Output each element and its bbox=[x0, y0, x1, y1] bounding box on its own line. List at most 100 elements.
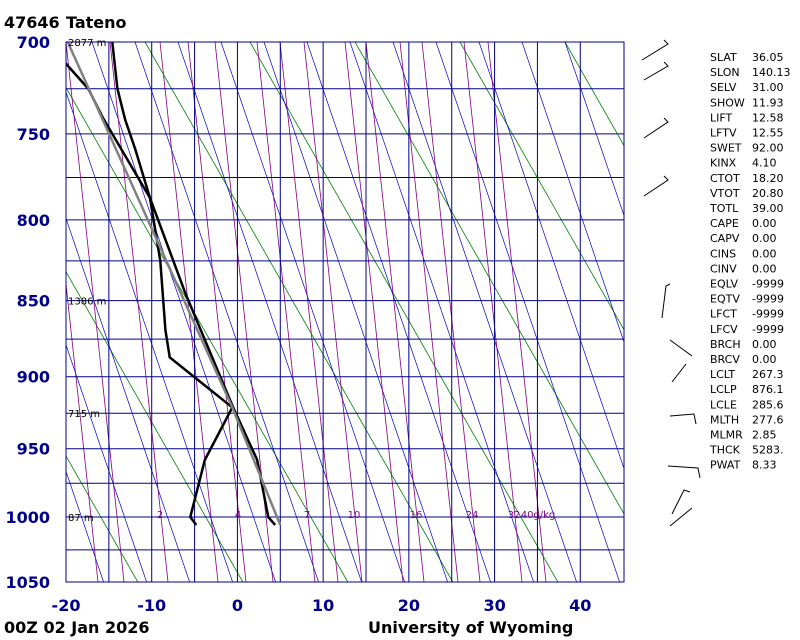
index-name: MLTH bbox=[710, 413, 739, 426]
sounding bbox=[66, 42, 282, 526]
mixing-ratio-label: 24 bbox=[466, 510, 479, 521]
index-value: 8.33 bbox=[752, 459, 777, 472]
labels: -20 -10 0 10 20 30 40 700 750 800 850 900 950 1000 105… bbox=[5, 33, 591, 615]
sounding-line bbox=[66, 42, 282, 526]
index-name: SWET bbox=[710, 142, 742, 155]
grid bbox=[65, 41, 624, 583]
x-tick-label: 30 bbox=[483, 596, 505, 615]
mixing-ratio-line bbox=[303, 42, 363, 582]
dry-adiabat bbox=[249, 42, 559, 582]
mixing-ratio-line bbox=[66, 42, 125, 582]
index-value: 0.00 bbox=[752, 338, 777, 351]
moist-adiabat bbox=[435, 42, 620, 582]
mixing-ratio-label: 2 bbox=[157, 510, 163, 521]
index-name: LIFT bbox=[710, 111, 733, 124]
y-tick-label: 950 bbox=[17, 440, 50, 459]
y-tick-label: 700 bbox=[17, 33, 50, 52]
indices-table: SLAT 36.05 SLON 140.13 SELV 31.00 SHOW 11.93 LIF… bbox=[709, 51, 791, 472]
y-tick-label: 1000 bbox=[5, 508, 50, 527]
mixing-ratio-line bbox=[279, 42, 339, 582]
index-value: 20.80 bbox=[752, 187, 784, 200]
index-value: 285.6 bbox=[752, 398, 784, 411]
mixing-ratio-line bbox=[487, 42, 547, 582]
index-name: SLAT bbox=[710, 51, 737, 64]
plot-frame bbox=[65, 41, 625, 583]
mixing-ratio-line bbox=[365, 42, 425, 582]
index-value: 277.6 bbox=[752, 413, 784, 426]
dry-adiabat bbox=[354, 42, 624, 515]
wind-barbs bbox=[641, 39, 701, 527]
moist-adiabat bbox=[134, 42, 319, 582]
moist-adiabat bbox=[478, 42, 624, 470]
index-name: LFCV bbox=[710, 323, 738, 336]
index-name: CTOT bbox=[710, 172, 740, 185]
mixing-ratio-line bbox=[109, 42, 169, 582]
index-name: BRCH bbox=[710, 338, 741, 351]
mixing-ratio-line bbox=[66, 280, 99, 582]
index-name: MLMR bbox=[710, 429, 743, 442]
index-value: 0.00 bbox=[752, 232, 777, 245]
index-name: SHOW bbox=[710, 96, 745, 109]
index-value: 267.3 bbox=[752, 368, 784, 381]
index-value: 5283. bbox=[752, 444, 784, 457]
dry-adiabat bbox=[66, 455, 139, 582]
y-tick-label: 900 bbox=[17, 368, 50, 387]
moist-adiabat bbox=[349, 42, 534, 582]
moist-adiabat bbox=[521, 42, 624, 344]
footer-time: 00Z 02 Jan 2026 bbox=[4, 618, 150, 637]
station-name: Tateno bbox=[66, 13, 127, 32]
index-value: 36.05 bbox=[752, 51, 784, 64]
height-label: 1386 m bbox=[68, 297, 106, 308]
mixing-ratio-line bbox=[256, 42, 316, 582]
station-id: 47646 bbox=[4, 13, 60, 32]
mixing-ratio-label: 10 bbox=[348, 510, 361, 521]
y-tick-label: 850 bbox=[17, 292, 50, 311]
index-value: 0.00 bbox=[752, 262, 777, 275]
index-value: 11.93 bbox=[752, 96, 784, 109]
moist-adiabat bbox=[392, 42, 577, 582]
mixing-ratio-line bbox=[463, 42, 523, 582]
height-label: 2877 m bbox=[68, 38, 106, 49]
index-value: 31.00 bbox=[752, 81, 784, 94]
x-tick-label: 40 bbox=[569, 596, 591, 615]
mixing-ratio-label: 4 bbox=[235, 510, 241, 521]
index-name: VTOT bbox=[710, 187, 740, 200]
index-name: TOTL bbox=[709, 202, 739, 215]
index-value: 92.00 bbox=[752, 142, 784, 155]
moist-adiabat bbox=[66, 217, 190, 582]
mixing-ratio-line bbox=[399, 42, 459, 582]
x-tick-label: 0 bbox=[232, 596, 243, 615]
moist-adiabat bbox=[66, 90, 233, 582]
moist-adiabat bbox=[306, 42, 491, 582]
index-value: 0.00 bbox=[752, 247, 777, 260]
index-name: LCLP bbox=[710, 383, 737, 396]
dry-adiabat bbox=[66, 271, 244, 582]
index-value: 0.00 bbox=[752, 217, 777, 230]
index-value: 140.13 bbox=[752, 66, 791, 79]
x-tick-label: 20 bbox=[398, 596, 420, 615]
y-tick-label: 750 bbox=[17, 125, 50, 144]
index-name: BRCV bbox=[710, 353, 740, 366]
moist-adiabat bbox=[220, 42, 405, 582]
index-name: THCK bbox=[709, 444, 741, 457]
index-name: LCLT bbox=[710, 368, 735, 381]
index-name: SELV bbox=[710, 81, 737, 94]
mixing-ratio-label: 32 bbox=[508, 510, 521, 521]
y-tick-label: 800 bbox=[17, 211, 50, 230]
footer-source: University of Wyoming bbox=[368, 618, 573, 637]
index-name: LFTV bbox=[710, 127, 737, 140]
index-name: CINS bbox=[710, 247, 736, 260]
height-label: 87 m bbox=[68, 513, 94, 524]
index-name: LCLE bbox=[710, 398, 737, 411]
mixing-ratio-label: 7 bbox=[304, 510, 310, 521]
moist-adiabat bbox=[564, 42, 624, 217]
index-value: 39.00 bbox=[752, 202, 784, 215]
index-value: 18.20 bbox=[752, 172, 784, 185]
index-value: 876.1 bbox=[752, 383, 784, 396]
index-name: PWAT bbox=[710, 459, 741, 472]
index-name: EQTV bbox=[710, 293, 740, 306]
x-tick-label: 10 bbox=[312, 596, 334, 615]
index-name: CINV bbox=[710, 262, 737, 275]
